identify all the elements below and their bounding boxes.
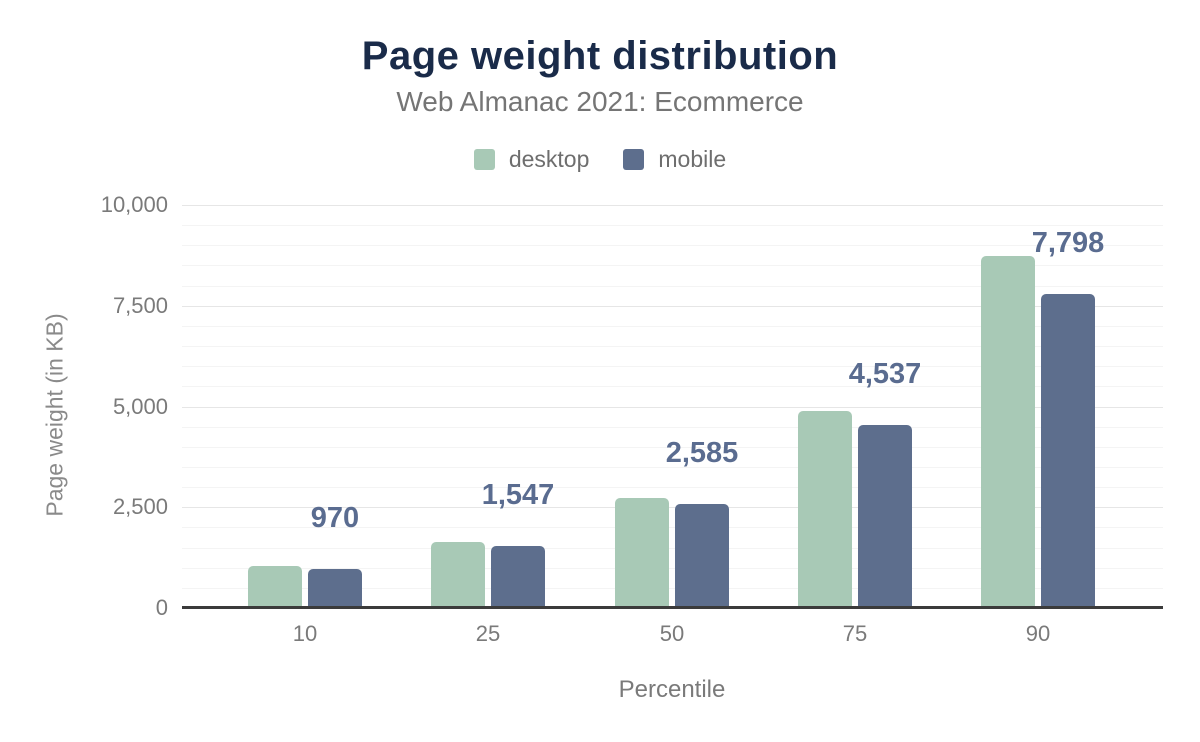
minor-gridline bbox=[182, 326, 1163, 327]
x-tick-label: 75 bbox=[842, 621, 868, 646]
bar-value-label: 4,537 bbox=[848, 358, 922, 390]
bar-value-label: 2,585 bbox=[665, 437, 739, 469]
legend-item-mobile: mobile bbox=[623, 146, 726, 173]
legend-label: desktop bbox=[508, 146, 590, 172]
legend-label: mobile bbox=[658, 146, 727, 172]
bar-mobile bbox=[858, 425, 912, 608]
bar-mobile bbox=[675, 504, 729, 608]
legend-item-desktop: desktop bbox=[473, 146, 590, 173]
bar-mobile bbox=[308, 569, 362, 608]
minor-gridline bbox=[182, 225, 1163, 226]
bar-value-label: 1,547 bbox=[481, 479, 555, 511]
x-axis-line bbox=[182, 606, 1163, 609]
minor-gridline bbox=[182, 245, 1163, 246]
x-tick-label: 10 bbox=[292, 621, 318, 646]
minor-gridline bbox=[182, 447, 1163, 448]
minor-gridline bbox=[182, 548, 1163, 549]
x-tick-label: 90 bbox=[1025, 621, 1051, 646]
minor-gridline bbox=[182, 568, 1163, 569]
legend-swatch-desktop bbox=[473, 149, 495, 170]
minor-gridline bbox=[182, 386, 1163, 387]
bar-mobile bbox=[491, 546, 545, 608]
major-gridline bbox=[182, 205, 1163, 206]
x-axis-title: Percentile bbox=[618, 676, 726, 703]
y-tick-label: 10,000 bbox=[100, 192, 168, 217]
major-gridline bbox=[182, 507, 1163, 508]
legend: desktop mobile bbox=[0, 146, 1200, 173]
bar-value-label: 7,798 bbox=[1031, 227, 1105, 259]
y-tick-label: 0 bbox=[155, 595, 168, 620]
bar-desktop bbox=[248, 566, 302, 608]
minor-gridline bbox=[182, 366, 1163, 367]
x-tick-label: 25 bbox=[475, 621, 501, 646]
bar-value-label: 970 bbox=[310, 502, 360, 534]
y-tick-label: 2,500 bbox=[112, 494, 168, 519]
x-tick-label: 50 bbox=[659, 621, 685, 646]
legend-swatch-mobile bbox=[623, 149, 645, 170]
bar-desktop bbox=[981, 256, 1035, 608]
minor-gridline bbox=[182, 527, 1163, 528]
major-gridline bbox=[182, 306, 1163, 307]
y-tick-label: 5,000 bbox=[112, 394, 168, 419]
chart-title: Page weight distribution bbox=[361, 34, 839, 78]
minor-gridline bbox=[182, 487, 1163, 488]
bar-desktop bbox=[431, 542, 485, 608]
minor-gridline bbox=[182, 265, 1163, 266]
minor-gridline bbox=[182, 346, 1163, 347]
major-gridline bbox=[182, 407, 1163, 408]
bar-desktop bbox=[615, 498, 669, 608]
bar-desktop bbox=[798, 411, 852, 608]
minor-gridline bbox=[182, 467, 1163, 468]
minor-gridline bbox=[182, 286, 1163, 287]
y-tick-label: 7,500 bbox=[112, 293, 168, 318]
chart-subtitle: Web Almanac 2021: Ecommerce bbox=[396, 86, 804, 117]
minor-gridline bbox=[182, 427, 1163, 428]
minor-gridline bbox=[182, 588, 1163, 589]
bar-mobile bbox=[1041, 294, 1095, 608]
